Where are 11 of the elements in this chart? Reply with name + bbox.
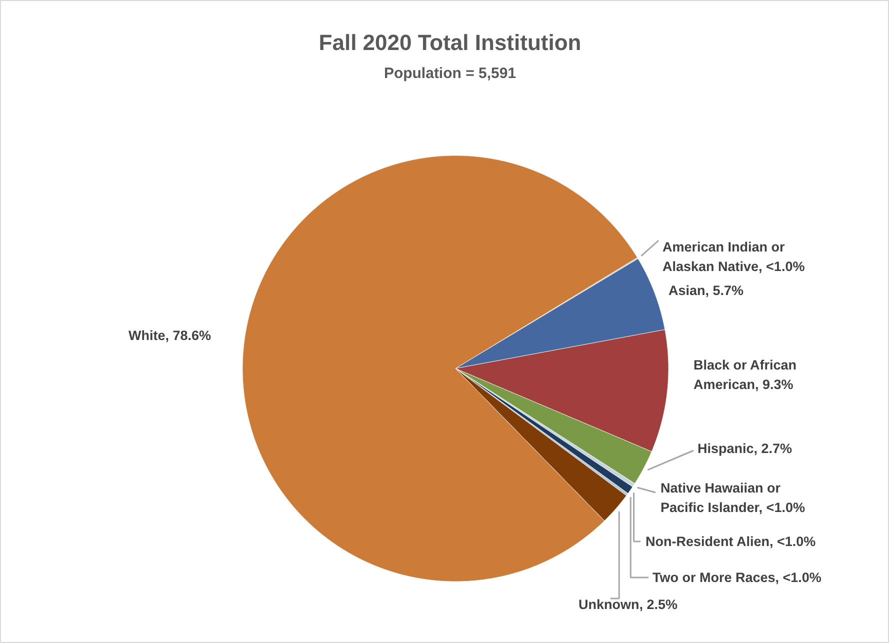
slice-label: Non-Resident Alien, <1.0% xyxy=(646,534,816,549)
slice-label: Unknown, 2.5% xyxy=(578,597,678,612)
chart-subtitle: Population = 5,591 xyxy=(384,65,516,82)
chart-title: Fall 2020 Total Institution xyxy=(318,30,582,55)
slice-label: Black or African American, 9.3% xyxy=(694,357,797,392)
slice-label: Two or More Races, <1.0% xyxy=(652,570,822,585)
slice-label: Hispanic, 2.7% xyxy=(698,441,792,456)
slice-label: American Indian or Alaskan Native, <1.0% xyxy=(662,239,805,274)
slice-label: Asian, 5.7% xyxy=(668,283,744,298)
slice-label: White, 78.6% xyxy=(128,328,212,343)
slice-label: Native Hawaiian or Pacific Islander, <1.0% xyxy=(660,480,805,515)
